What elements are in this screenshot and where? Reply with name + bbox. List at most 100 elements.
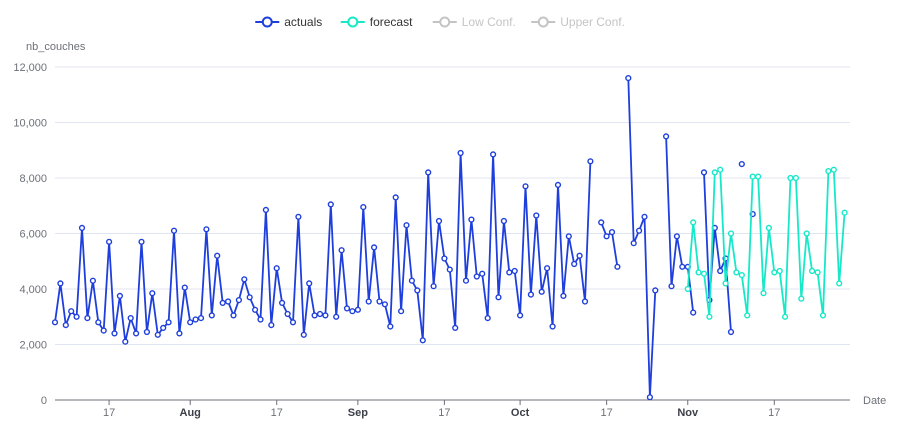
data-point[interactable] (425, 169, 432, 176)
legend-item-forecast[interactable]: forecast (340, 15, 413, 29)
data-point[interactable] (554, 181, 562, 189)
data-point[interactable] (62, 322, 69, 329)
data-point[interactable] (814, 269, 821, 276)
data-point[interactable] (176, 330, 183, 337)
data-point[interactable] (798, 295, 805, 302)
data-point[interactable] (111, 330, 118, 337)
data-point[interactable] (452, 324, 459, 332)
data-point[interactable] (127, 315, 134, 322)
data-point[interactable] (576, 252, 583, 259)
data-point[interactable] (738, 272, 745, 279)
data-point[interactable] (100, 327, 107, 334)
data-point[interactable] (295, 213, 302, 220)
data-point[interactable] (506, 269, 513, 276)
data-point[interactable] (490, 151, 497, 158)
data-point[interactable] (414, 287, 421, 294)
data-point[interactable] (473, 273, 480, 280)
data-point[interactable] (252, 306, 259, 313)
data-point[interactable] (717, 166, 724, 173)
data-point[interactable] (203, 226, 210, 233)
data-point[interactable] (771, 269, 778, 276)
data-point[interactable] (154, 331, 161, 338)
data-point[interactable] (365, 298, 372, 305)
data-point[interactable] (543, 265, 551, 272)
data-point[interactable] (419, 337, 426, 344)
data-point[interactable] (776, 267, 783, 275)
data-point[interactable] (289, 319, 297, 326)
data-point[interactable] (690, 309, 697, 316)
data-point[interactable] (792, 174, 800, 182)
data-point[interactable] (727, 230, 735, 237)
data-point[interactable] (170, 227, 178, 234)
data-point[interactable] (516, 312, 524, 319)
data-point[interactable] (727, 328, 735, 336)
data-point[interactable] (398, 308, 405, 315)
data-point[interactable] (511, 267, 518, 275)
data-point[interactable] (435, 217, 443, 225)
data-point[interactable] (322, 312, 329, 319)
data-point[interactable] (273, 265, 280, 272)
data-point[interactable] (695, 269, 702, 276)
data-point[interactable] (722, 280, 729, 287)
data-point[interactable] (581, 298, 589, 305)
data-point[interactable] (235, 297, 243, 304)
data-point[interactable] (246, 294, 253, 301)
data-point[interactable] (733, 269, 740, 276)
data-point[interactable] (598, 219, 605, 226)
data-point[interactable] (549, 323, 556, 330)
data-point[interactable] (408, 277, 416, 284)
data-point[interactable] (371, 244, 378, 251)
data-point[interactable] (690, 219, 697, 226)
data-point[interactable] (652, 287, 659, 294)
data-point[interactable] (392, 194, 399, 201)
data-point[interactable] (527, 291, 535, 298)
data-point[interactable] (116, 292, 124, 300)
data-point[interactable] (208, 312, 215, 319)
data-point[interactable] (700, 169, 708, 176)
data-point[interactable] (241, 276, 248, 283)
data-point[interactable] (754, 173, 762, 180)
data-point[interactable] (830, 166, 837, 173)
data-point[interactable] (181, 284, 188, 291)
data-point[interactable] (343, 305, 351, 312)
data-point[interactable] (300, 331, 307, 338)
data-point[interactable] (133, 330, 140, 337)
legend-item-actuals[interactable]: actuals (255, 15, 322, 29)
data-point[interactable] (668, 283, 675, 290)
data-point[interactable] (268, 322, 275, 329)
data-point[interactable] (192, 316, 199, 323)
data-point[interactable] (95, 319, 102, 326)
data-point[interactable] (338, 247, 345, 254)
data-point[interactable] (57, 280, 64, 287)
data-point[interactable] (706, 313, 713, 320)
data-point[interactable] (662, 133, 670, 140)
data-point[interactable] (468, 216, 475, 223)
data-point[interactable] (187, 319, 194, 326)
data-point[interactable] (603, 233, 610, 240)
data-point[interactable] (68, 308, 75, 315)
data-point[interactable] (825, 168, 832, 175)
data-point[interactable] (214, 252, 221, 259)
data-point[interactable] (500, 217, 508, 225)
data-point[interactable] (841, 209, 848, 216)
data-point[interactable] (738, 161, 745, 168)
data-point[interactable] (441, 255, 448, 262)
data-point[interactable] (333, 313, 340, 320)
data-point[interactable] (614, 263, 621, 270)
data-point[interactable] (641, 213, 648, 220)
data-point[interactable] (89, 277, 97, 284)
data-point[interactable] (765, 224, 773, 232)
data-point[interactable] (84, 315, 91, 322)
data-point[interactable] (387, 323, 394, 330)
data-point[interactable] (533, 212, 540, 219)
data-point[interactable] (257, 316, 264, 323)
data-point[interactable] (360, 204, 367, 211)
data-point[interactable] (165, 319, 172, 326)
data-point[interactable] (819, 312, 827, 319)
data-point[interactable] (225, 298, 232, 305)
data-point[interactable] (760, 290, 767, 297)
data-point[interactable] (787, 174, 794, 182)
data-point[interactable] (630, 240, 637, 247)
data-point[interactable] (587, 158, 594, 165)
data-point[interactable] (430, 283, 437, 290)
